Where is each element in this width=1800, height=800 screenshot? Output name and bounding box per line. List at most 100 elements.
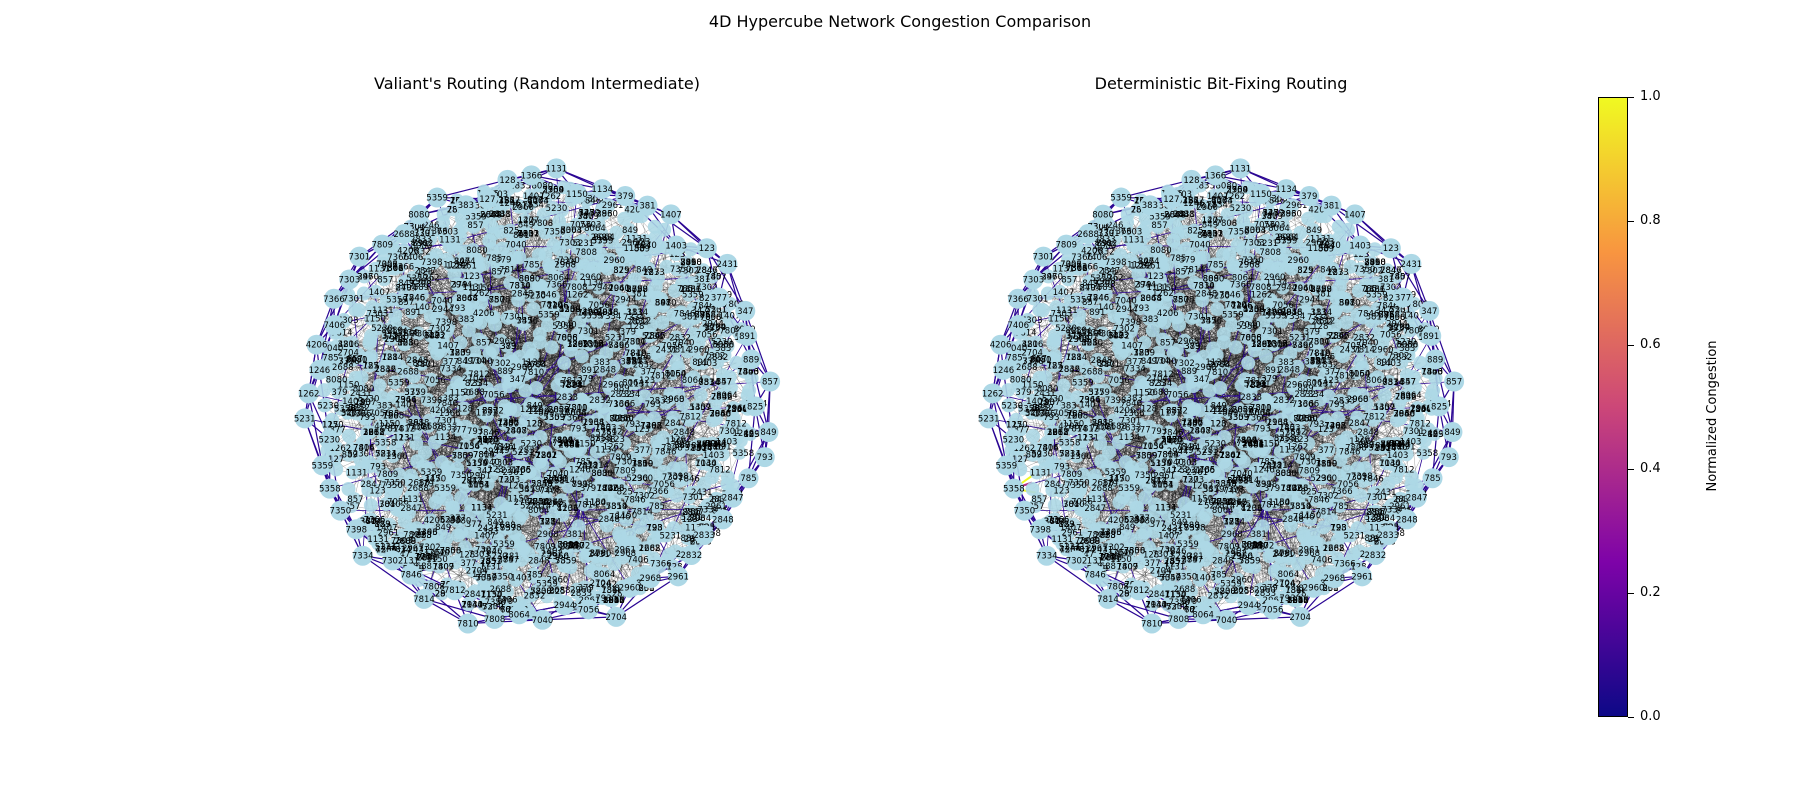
node-label: 128 — [457, 404, 473, 414]
node-label: 5230 — [546, 204, 568, 214]
node-label: 2848 — [512, 290, 534, 300]
node-label: 2688 — [549, 586, 571, 596]
node-label: 785 — [524, 260, 540, 270]
node — [372, 378, 387, 393]
node-label: 123 — [634, 425, 650, 435]
node-label: 1403 — [696, 359, 718, 369]
node-label: 377 — [382, 332, 398, 342]
node-label: 857 — [377, 275, 393, 285]
node-label: 1131 — [476, 408, 498, 418]
node — [493, 496, 508, 511]
node-label: 7812 — [650, 371, 672, 381]
node-label: 7808 — [489, 295, 511, 305]
node-label: 7406 — [627, 555, 649, 565]
node-label: 7846 — [674, 310, 696, 320]
node-label: 7846 — [624, 495, 646, 505]
network-graph-valiant: 1150 1262 5231 128 785 8080 2847 2688 5230 379 535… — [294, 158, 781, 634]
node-label: 889 — [413, 283, 429, 293]
node-label: 7303 — [498, 475, 520, 485]
node-label: 2944 — [592, 284, 614, 294]
node-label: 1134 — [464, 357, 486, 367]
node-label: 793 — [645, 400, 661, 410]
node-label: 7301 — [624, 338, 646, 348]
node — [410, 454, 425, 469]
node-label: 1366 — [680, 285, 702, 295]
node-label: 8080 — [466, 246, 488, 256]
node-label: 5359 — [388, 378, 410, 388]
node-label: 7406 — [353, 444, 375, 454]
node-label: 7808 — [566, 283, 588, 293]
node-label: 2847 — [682, 508, 704, 518]
node-label: 4206 — [473, 309, 495, 319]
node-label: 123 — [393, 434, 409, 444]
node-label: 7398 — [667, 472, 689, 482]
node — [632, 520, 647, 535]
node-label: 123 — [526, 420, 542, 430]
node-label: 1246 — [404, 294, 426, 304]
node-label: 7809 — [534, 543, 556, 553]
node-label: 1407 — [518, 216, 540, 226]
panel-title-valiant: Valiant's Routing (Random Intermediate) — [374, 74, 700, 93]
node-label: 7366 — [546, 281, 568, 291]
node-label: 7350 — [450, 471, 472, 481]
node-label: 5231 — [660, 531, 682, 541]
node-label: 379 — [613, 266, 629, 276]
node-label: 2847 — [400, 504, 422, 514]
node — [363, 498, 378, 513]
node-label: 1131 — [626, 235, 648, 245]
node-label: 5359 — [538, 311, 560, 321]
node-label: 5231 — [486, 511, 508, 521]
node-label: 857 — [491, 268, 507, 278]
node-label: 849 — [680, 258, 696, 268]
node — [503, 402, 518, 417]
node-label: 2968 — [663, 395, 685, 405]
node-label: 1134 — [595, 445, 617, 455]
node-label: 2960 — [547, 576, 569, 586]
node-label: 5358 — [733, 449, 755, 459]
node-label: 2833 — [643, 268, 665, 278]
node-label: 2833 — [556, 393, 578, 403]
node-label: 1262 — [520, 405, 542, 415]
node-label: 857 — [476, 339, 492, 349]
node-label: 2968 — [537, 530, 559, 540]
node-label: 377 — [634, 446, 650, 456]
node — [557, 356, 572, 371]
node-label: 347 — [341, 409, 357, 419]
node-label: 8064 — [557, 540, 579, 550]
node-label: 7350 — [381, 481, 403, 491]
node-label: 1150 — [616, 511, 638, 521]
node — [693, 388, 708, 403]
node-label: 1150 — [449, 389, 471, 399]
node-label: 7808 — [575, 248, 597, 258]
node-label: 1403 — [510, 573, 532, 583]
node-label: 7303 — [437, 227, 459, 237]
node-label: 1131 — [557, 504, 579, 514]
node-label: 5358 — [590, 434, 612, 444]
node-label: 7398 — [421, 258, 443, 268]
node-label: 889 — [374, 520, 390, 530]
node-label: 7056 — [424, 376, 446, 386]
node-label: 1134 — [695, 459, 717, 469]
node-label: 2960 — [547, 552, 569, 562]
node-label: 7301 — [343, 294, 365, 304]
node-label: 889 — [743, 430, 759, 440]
node — [454, 490, 469, 505]
panel-title-bit-fixing: Deterministic Bit-Fixing Routing — [1094, 74, 1348, 93]
node-label: 7814 — [669, 345, 691, 355]
node-label: 2832 — [610, 390, 632, 400]
node — [450, 528, 465, 543]
node-label: 889 — [497, 367, 513, 377]
node-label: 8080 — [713, 341, 735, 351]
node — [518, 383, 533, 398]
node-label: 2960 — [357, 272, 379, 282]
node — [574, 349, 589, 364]
node — [669, 355, 684, 370]
node-label: 128 — [498, 418, 514, 428]
node-label: 1131 — [346, 468, 368, 478]
node-label: 7301 — [682, 493, 704, 503]
node-label: 383 — [594, 358, 610, 368]
node — [362, 336, 377, 351]
node-label: 7809 — [614, 466, 636, 476]
node-label: 7040 — [461, 600, 483, 610]
node-label: 2960 — [603, 256, 625, 266]
